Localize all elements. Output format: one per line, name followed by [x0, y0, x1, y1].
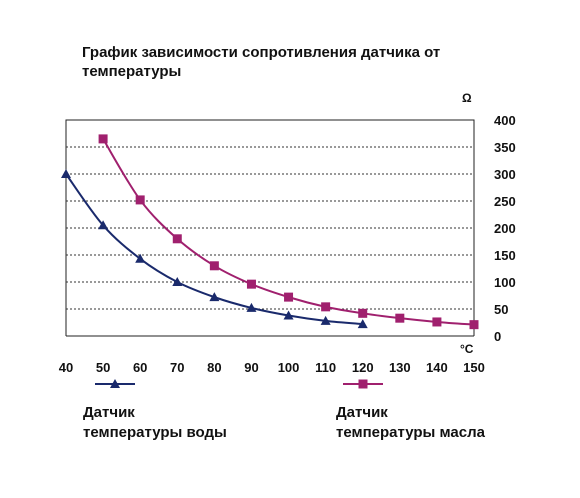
x-tick-label-100: 100 — [278, 360, 300, 375]
data-point-oil-sensor-110 — [321, 302, 331, 312]
data-point-oil-sensor-150 — [469, 320, 479, 330]
data-point-water-sensor-110 — [320, 315, 331, 325]
data-point-oil-sensor-90 — [246, 279, 256, 289]
y-tick-label-250: 250 — [494, 194, 516, 209]
x-tick-label-70: 70 — [170, 360, 184, 375]
data-point-water-sensor-70 — [172, 277, 183, 286]
data-point-water-sensor-90 — [246, 302, 257, 312]
y-tick-label-400: 400 — [494, 113, 516, 128]
data-point-water-sensor-120 — [357, 319, 368, 329]
y-tick-label-0: 0 — [494, 329, 501, 344]
data-point-water-sensor-50 — [98, 220, 109, 230]
y-tick-label-150: 150 — [494, 248, 516, 263]
data-point-water-sensor-60 — [135, 253, 146, 263]
data-point-oil-sensor-140 — [432, 317, 442, 327]
y-tick-label-100: 100 — [494, 275, 516, 290]
x-axis-unit: °C — [460, 342, 474, 356]
x-tick-label-130: 130 — [389, 360, 411, 375]
legend-label-oil-sensor: Датчик температуры масла — [336, 404, 485, 441]
y-tick-label-200: 200 — [494, 221, 516, 236]
legend-marker-oil-sensor — [358, 379, 368, 389]
x-tick-label-60: 60 — [133, 360, 147, 375]
data-point-oil-sensor-120 — [358, 308, 368, 318]
legend-marker-water-sensor — [110, 379, 120, 388]
x-tick-label-50: 50 — [96, 360, 110, 375]
x-tick-label-150: 150 — [463, 360, 485, 375]
data-point-oil-sensor-70 — [172, 234, 182, 244]
y-tick-label-350: 350 — [494, 140, 516, 155]
data-point-oil-sensor-60 — [135, 195, 145, 205]
y-tick-label-50: 50 — [494, 302, 508, 317]
series-line-water-sensor — [65, 173, 363, 326]
y-axis-unit: Ω — [462, 91, 472, 105]
y-tick-label-300: 300 — [494, 167, 516, 182]
data-point-oil-sensor-130 — [395, 313, 405, 323]
data-point-water-sensor-40 — [61, 169, 71, 178]
legend-label-water-sensor: Датчик температуры воды — [83, 404, 227, 441]
chart-title: График зависимости сопротивления датчика… — [82, 44, 441, 80]
x-tick-label-140: 140 — [426, 360, 448, 375]
x-tick-label-90: 90 — [244, 360, 258, 375]
data-point-water-sensor-80 — [209, 292, 220, 302]
data-point-water-sensor-100 — [283, 310, 294, 320]
data-point-oil-sensor-100 — [284, 292, 294, 302]
data-point-oil-sensor-80 — [209, 261, 219, 271]
data-point-oil-sensor-50 — [98, 134, 108, 144]
x-tick-label-40: 40 — [59, 360, 73, 375]
x-tick-label-120: 120 — [352, 360, 374, 375]
x-tick-label-110: 110 — [315, 360, 336, 375]
x-tick-label-80: 80 — [207, 360, 221, 375]
